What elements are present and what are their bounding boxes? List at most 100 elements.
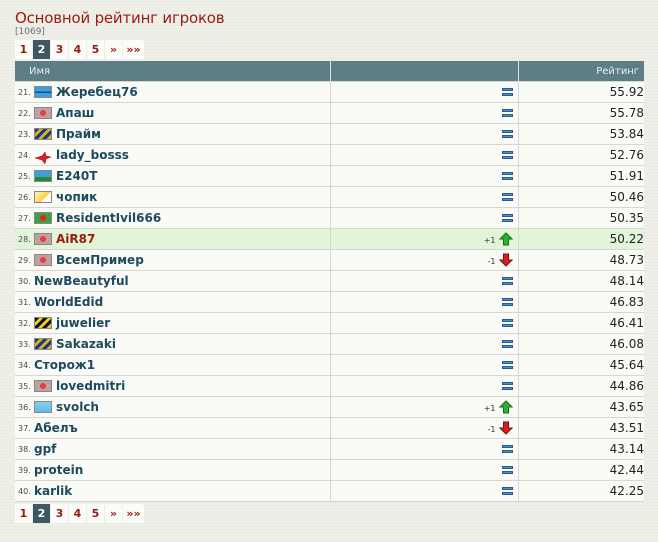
- name-cell: 38. gpf: [15, 438, 331, 460]
- arrow-down-icon: [498, 421, 513, 435]
- arrow-up-icon: [498, 232, 513, 246]
- player-count: [1069]: [15, 27, 45, 37]
- rank-number: 35.: [18, 381, 31, 391]
- page-link-7[interactable]: »»: [123, 40, 144, 59]
- player-name-link[interactable]: juwelier: [56, 316, 111, 330]
- player-name-link[interactable]: Прайм: [56, 127, 101, 141]
- rank-number: 25.: [18, 171, 31, 181]
- change-cell: [330, 186, 519, 208]
- page-link-4[interactable]: 4: [69, 40, 86, 59]
- equal-icon: [501, 108, 513, 118]
- striped-flag-icon: [34, 338, 52, 350]
- rank-number: 22.: [18, 108, 31, 118]
- player-name-link[interactable]: NewBeautyful: [34, 274, 129, 288]
- player-name-link[interactable]: svolch: [56, 400, 99, 414]
- name-cell: 29. ВсемПример: [15, 249, 331, 271]
- change-cell: [330, 375, 519, 397]
- change-cell: [330, 333, 519, 355]
- rank-number: 40.: [18, 486, 31, 496]
- rating-value: 46.83: [518, 291, 644, 313]
- table-row: 40. karlik 42.25: [15, 480, 644, 502]
- table-row: 27. ResidentIvil666 50.35: [15, 207, 644, 229]
- page-link-7[interactable]: »»: [123, 504, 144, 523]
- table-row: 26. чопик 50.46: [15, 186, 644, 208]
- red-star-flag-icon: [34, 233, 52, 245]
- rating-value: 52.76: [518, 144, 644, 166]
- player-name-link[interactable]: karlik: [34, 484, 73, 498]
- name-cell: 40. karlik: [15, 480, 331, 502]
- name-cell: 25. E240T: [15, 165, 331, 187]
- name-cell: 27. ResidentIvil666: [15, 207, 331, 229]
- player-name-link[interactable]: protein: [34, 463, 84, 477]
- player-name-link[interactable]: Sakazaki: [56, 337, 116, 351]
- rating-value: 55.92: [518, 81, 644, 103]
- rank-number: 27.: [18, 213, 31, 223]
- rating-value: 42.25: [518, 480, 644, 502]
- player-name-link[interactable]: gpf: [34, 442, 57, 456]
- page-link-3[interactable]: 3: [51, 40, 68, 59]
- striped-flag-icon: [34, 128, 52, 140]
- position-change: +1: [483, 404, 496, 413]
- plane-glyph: [34, 151, 52, 165]
- page-link-2[interactable]: 2: [33, 504, 50, 523]
- change-cell: -1: [330, 417, 519, 439]
- change-cell: [330, 354, 519, 376]
- page-link-5[interactable]: 5: [87, 504, 104, 523]
- page-link-4[interactable]: 4: [69, 504, 86, 523]
- page-link-6[interactable]: »: [105, 40, 122, 59]
- player-name-link[interactable]: чопик: [56, 190, 98, 204]
- player-name-link[interactable]: Сторож1: [34, 358, 96, 372]
- name-cell: 22. Апаш: [15, 102, 331, 124]
- rank-number: 24.: [18, 150, 31, 160]
- table-row: 24. lady_bosss 52.76: [15, 144, 644, 166]
- change-cell: [330, 144, 519, 166]
- equal-icon: [501, 171, 513, 181]
- player-name-link[interactable]: Абелъ: [34, 421, 78, 435]
- table-row: 34. Сторож1 45.64: [15, 354, 644, 376]
- page-link-2[interactable]: 2: [33, 40, 50, 59]
- player-name-link[interactable]: ВсемПример: [56, 253, 144, 267]
- table-row: 36. svolch +1 43.65: [15, 396, 644, 418]
- equal-icon: [501, 129, 513, 139]
- table-row: 32. juwelier 46.41: [15, 312, 644, 334]
- change-cell: [330, 165, 519, 187]
- player-name-link[interactable]: lady_bosss: [56, 148, 129, 162]
- player-name-link[interactable]: E240T: [56, 169, 98, 183]
- equal-icon: [501, 360, 513, 370]
- player-name-link[interactable]: WorldEdid: [34, 295, 104, 309]
- page-link-3[interactable]: 3: [51, 504, 68, 523]
- change-cell: [330, 291, 519, 313]
- equal-icon: [501, 213, 513, 223]
- position-change: -1: [487, 425, 496, 434]
- table-header-row: Имя Рейтинг: [15, 61, 644, 82]
- change-cell: [330, 207, 519, 229]
- position-change: +1: [483, 236, 496, 245]
- player-name-link[interactable]: lovedmitri: [56, 379, 126, 393]
- player-name-link[interactable]: Апаш: [56, 106, 95, 120]
- table-row: 23. Прайм 53.84: [15, 123, 644, 145]
- player-name-link[interactable]: AiR87: [56, 232, 96, 246]
- table-row: 39. protein 42.44: [15, 459, 644, 481]
- player-name-link[interactable]: Жеребец76: [56, 85, 138, 99]
- rank-number: 31.: [18, 297, 31, 307]
- page-link-5[interactable]: 5: [87, 40, 104, 59]
- page-link-1[interactable]: 1: [15, 504, 32, 523]
- rank-number: 37.: [18, 423, 31, 433]
- rank-number: 39.: [18, 465, 31, 475]
- change-cell: [330, 312, 519, 334]
- page-link-6[interactable]: »: [105, 504, 122, 523]
- arrow-down-icon: [498, 253, 513, 267]
- name-cell: 30. NewBeautyful: [15, 270, 331, 292]
- page-link-1[interactable]: 1: [15, 40, 32, 59]
- rating-value: 50.35: [518, 207, 644, 229]
- table-row: 33. Sakazaki 46.08: [15, 333, 644, 355]
- red-star-flag-icon: [34, 254, 52, 266]
- player-name-link[interactable]: ResidentIvil666: [56, 211, 162, 225]
- column-header-rating[interactable]: Рейтинг: [518, 61, 644, 82]
- rank-number: 28.: [18, 234, 31, 244]
- column-header-name[interactable]: Имя: [15, 61, 331, 82]
- name-cell: 37. Абелъ: [15, 417, 331, 439]
- name-cell: 32. juwelier: [15, 312, 331, 334]
- table-row: 29. ВсемПример -1 48.73: [15, 249, 644, 271]
- change-cell: [330, 480, 519, 502]
